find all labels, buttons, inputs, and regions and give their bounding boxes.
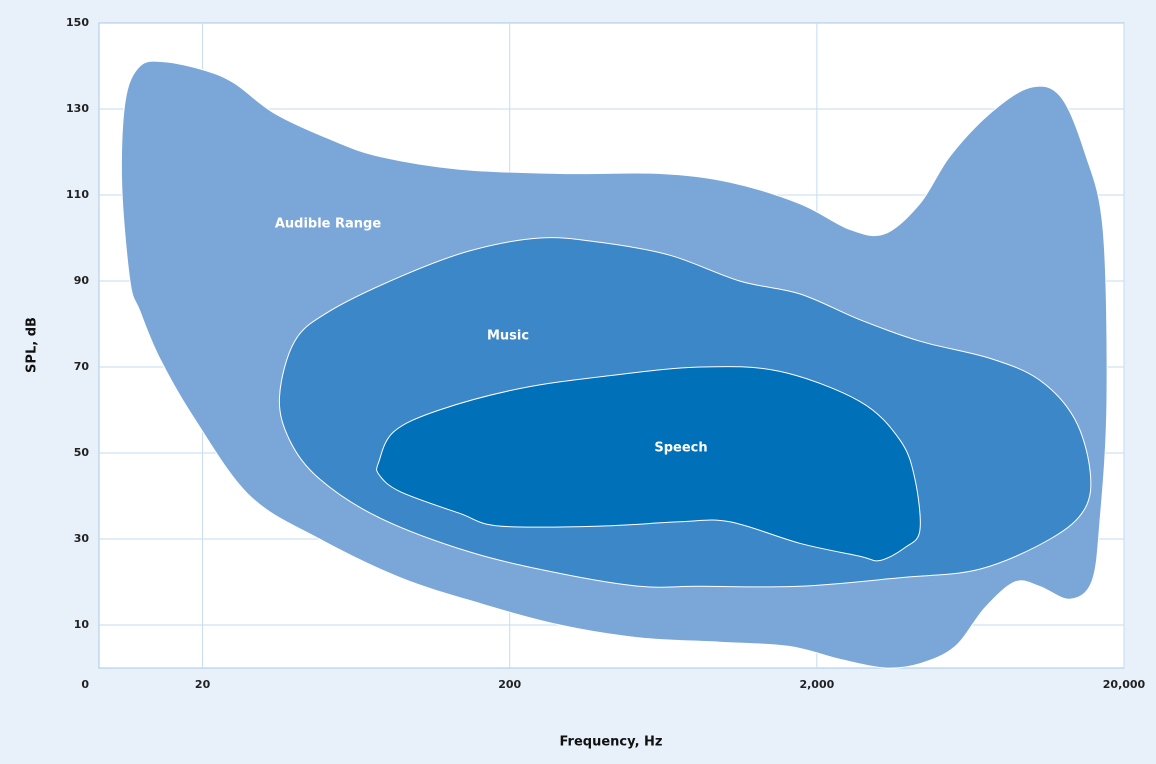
y-tick-label: 10: [74, 618, 90, 631]
region-label: Audible Range: [275, 217, 382, 232]
region: [376, 366, 921, 562]
region-label: Music: [487, 329, 529, 344]
y-tick-label: 150: [66, 16, 89, 29]
x-axis-title: Frequency, Hz: [560, 735, 663, 750]
x-tick-label: 200: [498, 678, 521, 691]
y-tick-label: 130: [66, 102, 89, 115]
x-tick-label: 20: [195, 678, 211, 691]
y-tick-label: 30: [74, 532, 90, 545]
y-tick-label: 110: [66, 188, 89, 201]
x-tick-label: 2,000: [799, 678, 834, 691]
region-label: Speech: [654, 441, 707, 456]
y-tick-label: 90: [74, 274, 90, 287]
y-tick-label: 0: [81, 678, 89, 691]
y-axis-title: SPL, dB: [25, 317, 40, 373]
y-tick-label: 70: [74, 360, 90, 373]
y-tick-label: 50: [74, 446, 90, 459]
x-tick-label: 20,000: [1103, 678, 1146, 691]
